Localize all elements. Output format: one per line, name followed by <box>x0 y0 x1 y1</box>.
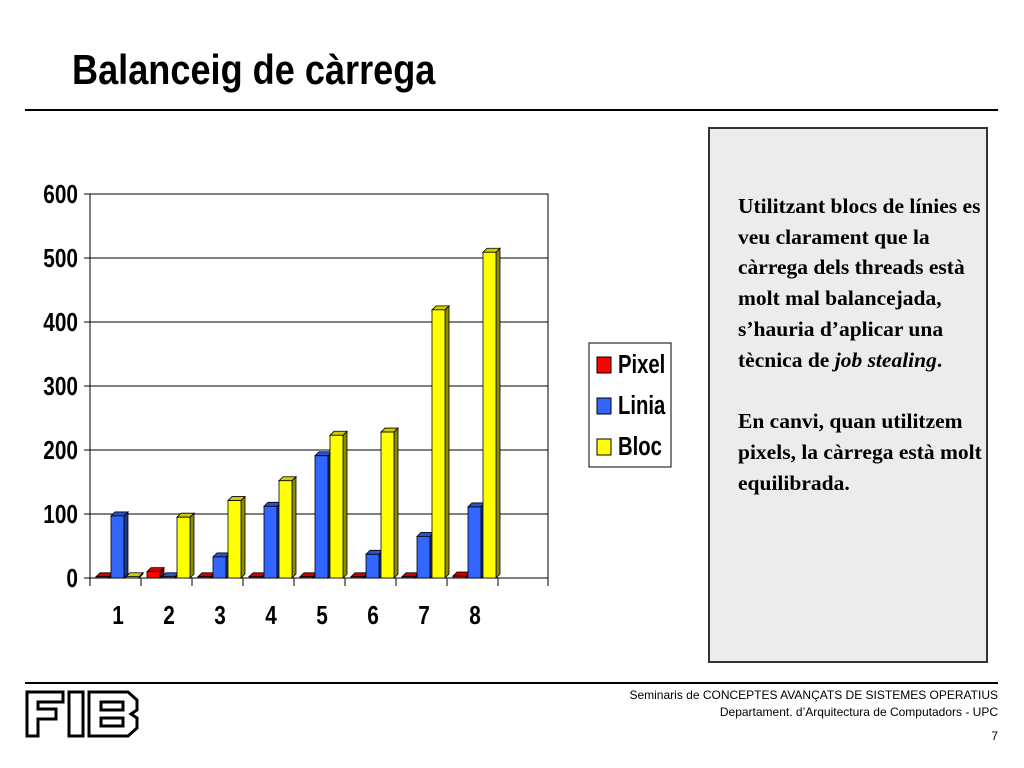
x-tick-label-2: 2 <box>163 601 175 630</box>
x-tick-label-1: 1 <box>112 601 124 630</box>
bar-bloc-7 <box>431 309 446 579</box>
note-paragraph-1: Utilitzant blocs de línies es veu claram… <box>738 191 983 375</box>
x-tick-label-7: 7 <box>418 601 430 630</box>
y-tick-label: 0 <box>66 564 78 593</box>
bar-pixel-1 <box>95 576 110 579</box>
fib-logo <box>25 690 139 738</box>
title-divider <box>25 109 998 111</box>
y-tick-label: 300 <box>43 372 78 401</box>
bar-linia-5 <box>314 455 329 579</box>
y-tick-label: 600 <box>43 180 78 209</box>
bar-linia-2 <box>161 576 176 579</box>
bar-side-bloc-5 <box>342 430 348 579</box>
x-tick-label-3: 3 <box>214 601 226 630</box>
note-paragraph-1-end: . <box>936 347 943 372</box>
x-tick-label-5: 5 <box>316 601 328 630</box>
bar-side-bloc-6 <box>393 427 399 579</box>
footer-divider <box>25 682 998 684</box>
legend-swatch-linia <box>596 397 612 415</box>
bar-linia-7 <box>416 536 431 579</box>
bar-linia-1 <box>110 515 125 579</box>
legend-swatch-pixel <box>596 356 612 374</box>
bar-pixel-2 <box>146 571 161 579</box>
note-text: Utilitzant blocs de línies es veu claram… <box>738 191 983 529</box>
bar-pixel-7 <box>401 576 416 579</box>
bar-side-linia-1 <box>123 510 129 579</box>
bar-bloc-8 <box>482 251 497 579</box>
legend-swatch-bloc <box>596 438 612 456</box>
note-paragraph-2: En canvi, quan utilitzem pixels, la càrr… <box>738 409 982 495</box>
footer-course: Seminaris de CONCEPTES AVANÇATS DE SISTE… <box>629 688 998 702</box>
legend-label-pixel: Pixel <box>618 350 665 379</box>
bar-bloc-1 <box>125 576 140 579</box>
note-emphasis: job stealing <box>834 347 937 372</box>
bar-side-bloc-4 <box>291 475 297 579</box>
bar-side-bloc-2 <box>189 512 195 579</box>
note-box: Utilitzant blocs de línies es veu claram… <box>708 127 988 663</box>
bar-pixel-4 <box>248 576 263 579</box>
y-tick-label: 200 <box>43 436 78 465</box>
bar-side-bloc-8 <box>495 247 501 579</box>
bar-side-bloc-7 <box>444 304 450 579</box>
y-tick-label: 500 <box>43 244 78 273</box>
bar-pixel-6 <box>350 576 365 579</box>
bar-pixel-3 <box>197 576 212 579</box>
bar-bloc-2 <box>176 516 191 579</box>
page-number: 7 <box>991 729 998 743</box>
bar-linia-8 <box>467 506 482 579</box>
bar-pixel-5 <box>299 576 314 579</box>
legend-label-bloc: Bloc <box>618 432 662 461</box>
footer-department: Departament. d’Arquitectura de Computado… <box>719 705 998 719</box>
x-tick-label-4: 4 <box>265 601 277 630</box>
legend-label-linia: Linia <box>618 391 666 420</box>
note-paragraph-1-text: Utilitzant blocs de línies es veu claram… <box>738 194 981 372</box>
y-tick-label: 100 <box>43 500 78 529</box>
bar-bloc-6 <box>380 431 395 579</box>
x-tick-label-6: 6 <box>367 601 379 630</box>
y-tick-label: 400 <box>43 308 78 337</box>
bar-side-bloc-3 <box>240 495 246 579</box>
bar-bloc-3 <box>227 500 242 579</box>
x-tick-label-8: 8 <box>469 601 481 630</box>
bar-chart: 0 100 200 300 400 500 600 1 2 3 4 5 6 7 8 Pixel Linia Blo… <box>43 180 672 630</box>
bar-linia-6 <box>365 553 380 579</box>
bar-bloc-4 <box>278 480 293 579</box>
slide-title: Balanceig de càrrega <box>72 46 436 93</box>
bar-linia-4 <box>263 505 278 579</box>
bar-bloc-5 <box>329 434 344 579</box>
bar-pixel-8 <box>452 575 467 579</box>
bar-linia-3 <box>212 556 227 579</box>
